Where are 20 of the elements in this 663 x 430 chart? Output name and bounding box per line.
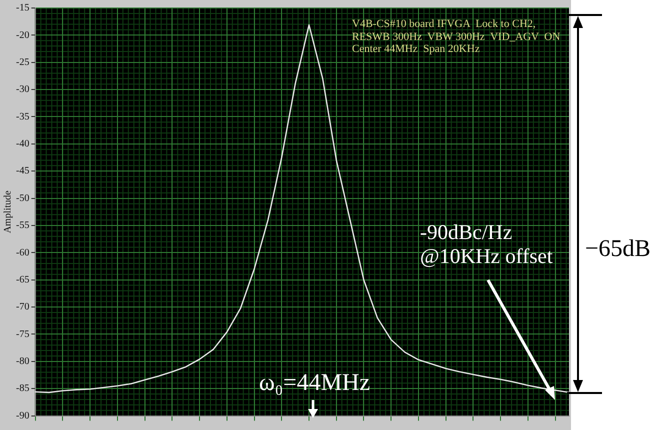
y-tick-label: -90 <box>16 410 30 422</box>
annotation: -90dBc/Hz @10KHz offset <box>420 220 553 268</box>
y-axis-title: Amplitude <box>2 190 14 234</box>
y-tick-label: -65 <box>16 274 30 286</box>
y-tick-label: -55 <box>16 220 30 232</box>
y-tick-label: -80 <box>16 356 30 368</box>
y-tick-label: -15 <box>16 2 30 14</box>
y-tick-label: -85 <box>16 383 30 394</box>
y-tick-label: -45 <box>16 166 30 177</box>
text: −65dB <box>585 236 651 264</box>
y-tick-label: -50 <box>16 192 30 204</box>
y-tick-label: -60 <box>16 247 30 258</box>
y-tick-label: -35 <box>16 111 30 122</box>
annotation: ω₀=44MHz <box>259 370 370 398</box>
y-tick-label: -75 <box>16 328 30 340</box>
y-tick-label: -30 <box>16 84 30 96</box>
y-tick-label: -20 <box>16 30 30 41</box>
y-tick-label: -25 <box>16 57 30 68</box>
y-tick-label: -70 <box>16 302 30 313</box>
y-tick-label: -40 <box>16 138 30 150</box>
